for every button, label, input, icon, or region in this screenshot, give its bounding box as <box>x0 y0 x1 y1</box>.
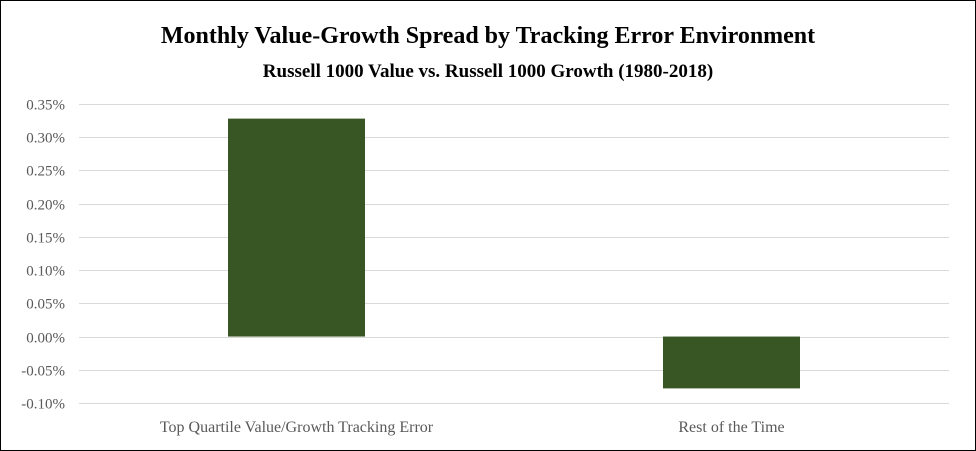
y-tick-label: -0.05% <box>21 364 65 380</box>
y-tick-label: 0.25% <box>26 164 65 180</box>
y-tick-label: 0.15% <box>26 231 65 247</box>
bar <box>663 336 800 389</box>
chart-subtitle: Russell 1000 Value vs. Russell 1000 Grow… <box>263 61 713 82</box>
category-label: Rest of the Time <box>678 419 784 436</box>
y-tick-label: 0.05% <box>26 297 65 313</box>
bar <box>228 118 365 337</box>
gridlines <box>79 104 949 404</box>
category-label: Top Quartile Value/Growth Tracking Error <box>160 419 434 436</box>
y-tick-label: 0.35% <box>26 98 65 114</box>
chart-title: Monthly Value-Growth Spread by Tracking … <box>161 23 815 49</box>
y-tick-label: 0.20% <box>26 198 65 214</box>
y-axis-tick-labels: 0.35% 0.30% 0.25% 0.20% 0.15% 0.10% 0.05% 0.00%… <box>21 98 65 413</box>
y-tick-label: -0.10% <box>21 397 65 413</box>
y-tick-label: 0.00% <box>26 331 65 347</box>
y-tick-label: 0.10% <box>26 264 65 280</box>
bars <box>228 118 800 389</box>
y-tick-label: 0.30% <box>26 131 65 147</box>
x-axis-category-labels: Top Quartile Value/Growth Tracking Error… <box>160 419 785 436</box>
